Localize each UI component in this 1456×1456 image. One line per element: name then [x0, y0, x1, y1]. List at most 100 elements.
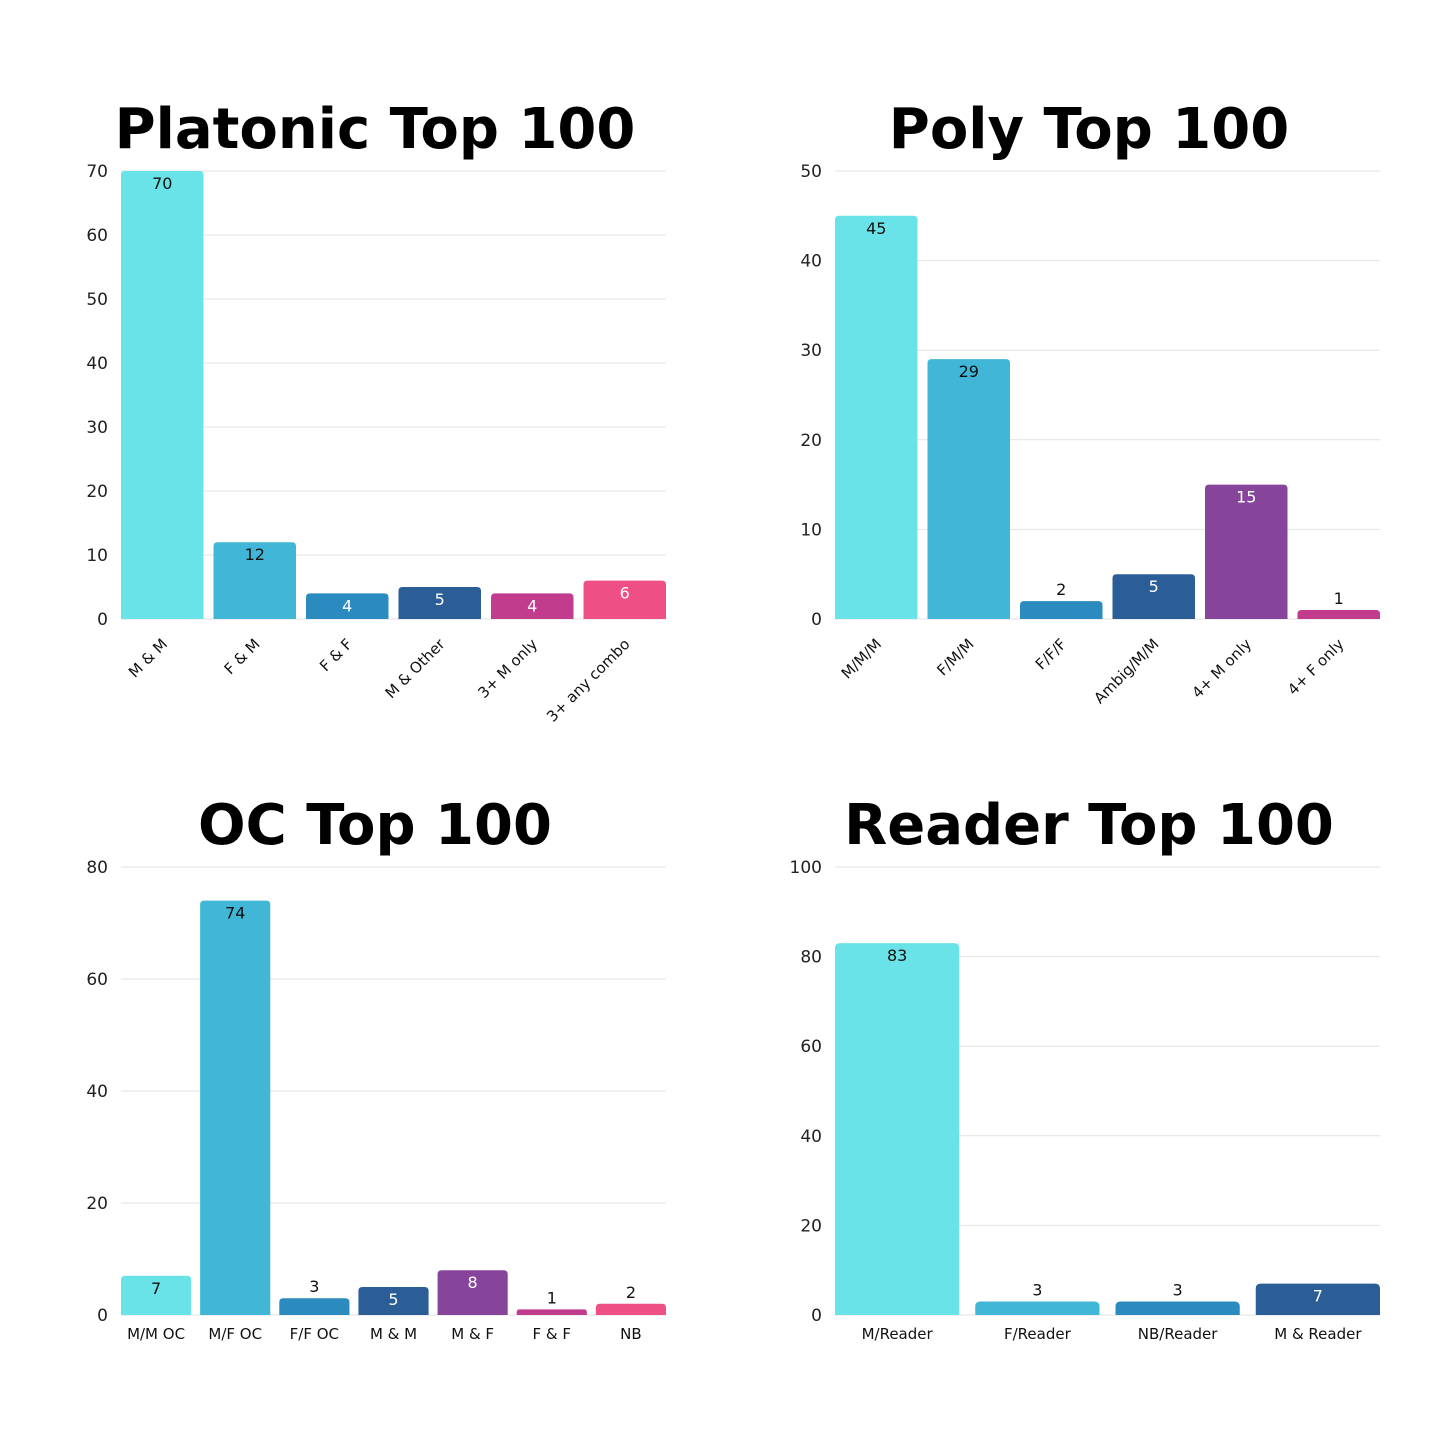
- y-tick-label: 30: [86, 418, 108, 438]
- bar-f-f: [306, 593, 389, 619]
- x-category-label: M & Reader: [1274, 1325, 1362, 1343]
- x-category-label: F/M/M: [933, 635, 977, 679]
- poly-chart-panel: Poly Top 100 0 10 20 30 40 50 45 M/M/M 29 F/M/M 2 F/…: [714, 0, 1434, 707]
- x-category-label: M & M: [125, 635, 171, 681]
- bar-f-f-oc: [279, 1298, 350, 1315]
- y-tick-label: 30: [800, 341, 822, 361]
- x-category-label: 3+ M only: [474, 635, 541, 702]
- bar-f-m-m: [927, 359, 1010, 619]
- x-category-label: M & Other: [382, 635, 450, 703]
- y-tick-label: 40: [800, 252, 822, 272]
- bar-m-f-oc: [200, 900, 271, 1315]
- y-tick-label: 100: [790, 858, 822, 878]
- data-label: 5: [435, 590, 445, 609]
- bar-f-reader: [975, 1301, 1100, 1315]
- bar-m-other: [398, 587, 481, 619]
- reader-chart-panel: Reader Top 100 0 20 40 60 80 100 83 M/Reader 3 F/R…: [714, 696, 1434, 1396]
- y-tick-label: 10: [86, 546, 108, 566]
- y-tick-label: 20: [800, 431, 822, 451]
- y-tick-label: 10: [800, 520, 822, 540]
- x-category-label: 4+ F only: [1284, 635, 1348, 699]
- y-tick-label: 60: [800, 1037, 822, 1057]
- data-label: 7: [151, 1279, 161, 1298]
- data-label: 8: [468, 1273, 478, 1292]
- bar-nb: [595, 1303, 666, 1315]
- x-category-label: NB/Reader: [1138, 1325, 1218, 1343]
- bar-m-m-m: [835, 215, 918, 620]
- bar-3-m-only: [491, 593, 574, 619]
- bar-m-m: [121, 171, 204, 619]
- bar-3-any-combo: [583, 580, 666, 619]
- x-category-label: M/Reader: [862, 1325, 934, 1343]
- data-label: 12: [245, 545, 265, 564]
- y-tick-label: 40: [86, 354, 108, 374]
- bar-4-m-only: [1205, 484, 1288, 619]
- y-tick-label: 50: [800, 162, 822, 182]
- platonic-chart-svg: Platonic Top 100 0 10 20 30 40 50 60 70 70 M & M 12…: [86, 97, 666, 726]
- poly-chart-svg: Poly Top 100 0 10 20 30 40 50 45 M/M/M 29 F/M/M 2 F/…: [800, 97, 1380, 707]
- x-category-label: F & F: [316, 635, 356, 675]
- chart-title: Platonic Top 100: [115, 97, 636, 162]
- oc-chart-svg: OC Top 100 0 20 40 60 80 7 M/M OC 74 M/F OC 3 F/F O…: [86, 793, 666, 1343]
- data-label: 5: [1149, 577, 1159, 596]
- data-label: 6: [620, 584, 630, 603]
- data-label: 83: [887, 946, 907, 965]
- bar-m-reader: [835, 943, 960, 1315]
- x-category-label: M/M/M: [838, 635, 885, 682]
- reader-chart-svg: Reader Top 100 0 20 40 60 80 100 83 M/Reader 3 F/R…: [790, 793, 1380, 1343]
- bar-f-f: [516, 1309, 587, 1315]
- data-label: 15: [1236, 488, 1256, 507]
- y-tick-label: 20: [800, 1216, 822, 1236]
- data-label: 4: [342, 596, 352, 615]
- bar-4-f-only: [1297, 610, 1380, 619]
- x-category-label: M/M OC: [127, 1325, 185, 1343]
- data-label: 4: [527, 596, 537, 615]
- y-tick-label: 70: [86, 162, 108, 182]
- x-category-label: 4+ M only: [1188, 635, 1255, 702]
- bar-nb-reader: [1115, 1301, 1240, 1315]
- y-tick-label: 20: [86, 1194, 108, 1214]
- bar-f-m: [213, 542, 296, 619]
- data-label: 29: [959, 362, 979, 381]
- data-label: 74: [225, 904, 245, 923]
- y-tick-label: 20: [86, 482, 108, 502]
- y-tick-label: 0: [811, 1306, 822, 1326]
- x-category-label: F & F: [533, 1325, 572, 1343]
- x-category-label: M & F: [451, 1325, 494, 1343]
- y-tick-label: 80: [800, 948, 822, 968]
- y-tick-label: 40: [800, 1127, 822, 1147]
- bar-m-m: [358, 1287, 429, 1315]
- data-label: 3: [1173, 1281, 1183, 1300]
- platonic-chart-panel: Platonic Top 100 0 10 20 30 40 50 60 70 70 M & M 12…: [0, 0, 720, 726]
- data-label: 3: [309, 1277, 319, 1296]
- oc-chart-panel: OC Top 100 0 20 40 60 80 7 M/M OC 74 M/F OC 3 F/F O…: [0, 696, 720, 1396]
- y-tick-label: 50: [86, 290, 108, 310]
- data-label: 7: [1313, 1287, 1323, 1306]
- chart-title: Poly Top 100: [889, 97, 1289, 162]
- x-category-label: M & M: [370, 1325, 417, 1343]
- data-label: 1: [1334, 589, 1344, 608]
- chart-title: Reader Top 100: [844, 793, 1334, 858]
- data-label: 2: [626, 1283, 636, 1302]
- bar-f-f-f: [1020, 601, 1103, 619]
- x-category-label: NB: [620, 1325, 642, 1343]
- y-tick-label: 80: [86, 858, 108, 878]
- x-category-label: F/F/F: [1032, 635, 1070, 673]
- data-label: 45: [866, 219, 886, 238]
- y-tick-label: 0: [97, 610, 108, 630]
- y-tick-label: 0: [811, 610, 822, 630]
- x-category-label: M/F OC: [208, 1325, 262, 1343]
- bar-ambig-m-m: [1112, 574, 1195, 619]
- y-tick-label: 60: [86, 226, 108, 246]
- x-category-label: F/Reader: [1004, 1325, 1072, 1343]
- x-category-label: F/F OC: [290, 1325, 339, 1343]
- data-label: 3: [1032, 1281, 1042, 1300]
- x-category-label: F & M: [221, 635, 264, 678]
- bar-m-reader: [1255, 1283, 1380, 1315]
- y-tick-label: 40: [86, 1082, 108, 1102]
- y-tick-label: 60: [86, 970, 108, 990]
- data-label: 5: [388, 1290, 398, 1309]
- chart-title: OC Top 100: [198, 793, 552, 858]
- bar-m-f: [437, 1270, 508, 1315]
